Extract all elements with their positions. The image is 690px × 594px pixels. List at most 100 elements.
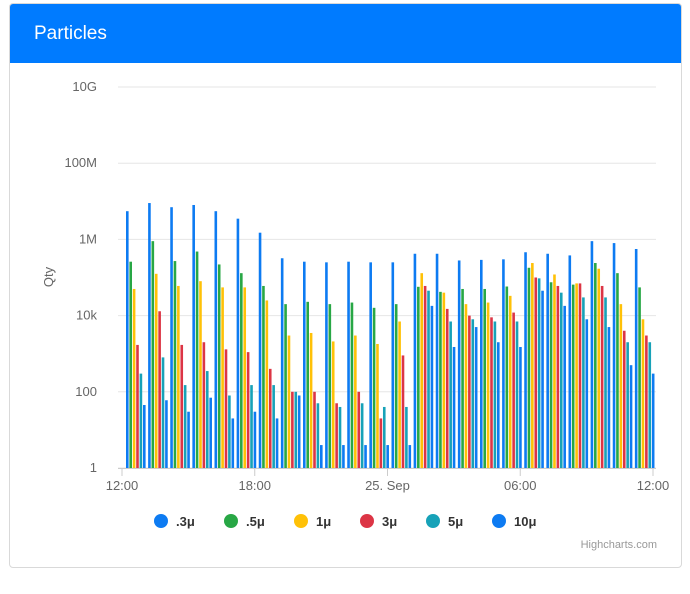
bar-3-0[interactable] [126, 211, 129, 468]
bar-5-20[interactable] [571, 284, 575, 468]
bar-5-4[interactable] [217, 264, 221, 468]
bar-3-19[interactable] [546, 253, 549, 468]
bar-5-14[interactable] [439, 291, 442, 468]
bar-1-21[interactable] [597, 268, 601, 468]
bar-10-10[interactable] [364, 445, 367, 468]
bar-3-1[interactable] [148, 203, 151, 468]
bar-5-13[interactable] [417, 286, 420, 468]
bar-1-12[interactable] [398, 321, 401, 468]
bar-1-14[interactable] [442, 292, 446, 468]
bar-5-17[interactable] [505, 286, 509, 468]
bar-10-18[interactable] [541, 290, 544, 468]
bar-5-10[interactable] [350, 302, 354, 468]
bar-5-21[interactable] [604, 297, 607, 468]
bar-1-8[interactable] [309, 332, 313, 468]
bar-10-7[interactable] [297, 395, 301, 468]
bar-3-15[interactable] [457, 260, 461, 468]
bar-5-18[interactable] [527, 267, 531, 468]
bar-10-0[interactable] [143, 405, 146, 468]
bar-5-18[interactable] [537, 278, 541, 468]
highcharts-credit[interactable]: Highcharts.com [580, 539, 657, 551]
bar-3-5[interactable] [246, 352, 250, 468]
bar-5-3[interactable] [205, 371, 209, 468]
bar-5-11[interactable] [372, 307, 376, 468]
bar-3-5[interactable] [236, 218, 240, 468]
bar-10-3[interactable] [209, 397, 212, 468]
bar-3-23[interactable] [645, 335, 648, 468]
bar-3-2[interactable] [170, 207, 173, 468]
bar-3-11[interactable] [379, 418, 383, 468]
legend-marker[interactable] [224, 514, 238, 528]
bar-3-1[interactable] [158, 311, 161, 468]
bar-3-7[interactable] [280, 258, 284, 468]
legend-marker[interactable] [360, 514, 374, 528]
bar-10-14[interactable] [452, 346, 456, 468]
bar-5-11[interactable] [382, 406, 386, 468]
bar-5-14[interactable] [449, 321, 452, 468]
bar-3-10[interactable] [357, 391, 361, 468]
bar-10-21[interactable] [607, 327, 611, 468]
bar-1-7[interactable] [287, 335, 291, 468]
bar-3-14[interactable] [445, 308, 449, 468]
bar-3-21[interactable] [600, 285, 604, 468]
bar-5-21[interactable] [594, 263, 597, 468]
bar-3-10[interactable] [347, 261, 350, 468]
bar-3-13[interactable] [413, 253, 417, 468]
bar-3-9[interactable] [325, 262, 328, 468]
bar-10-12[interactable] [408, 445, 412, 468]
bar-3-16[interactable] [480, 259, 483, 468]
bar-5-8[interactable] [306, 301, 309, 468]
bar-3-21[interactable] [590, 241, 594, 468]
bar-10-19[interactable] [563, 305, 566, 468]
bar-5-22[interactable] [626, 342, 629, 468]
bar-5-10[interactable] [360, 403, 364, 468]
bar-1-4[interactable] [221, 287, 224, 468]
bar-3-3[interactable] [192, 204, 195, 469]
bar-1-6[interactable] [265, 300, 269, 468]
bar-3-15[interactable] [468, 315, 471, 468]
bar-3-7[interactable] [291, 391, 294, 468]
bar-10-4[interactable] [231, 418, 235, 468]
legend-item-label[interactable]: 5μ [448, 514, 463, 529]
bar-1-15[interactable] [464, 304, 468, 468]
bar-3-6[interactable] [268, 368, 272, 468]
bar-3-18[interactable] [534, 277, 538, 469]
bar-10-22[interactable] [629, 365, 633, 468]
bar-1-20[interactable] [575, 283, 578, 468]
bar-5-23[interactable] [648, 342, 652, 468]
bar-5-2[interactable] [173, 261, 177, 468]
bar-3-17[interactable] [512, 312, 515, 468]
bar-3-8[interactable] [303, 261, 306, 468]
legend-marker[interactable] [426, 514, 440, 528]
bar-10-20[interactable] [585, 319, 589, 468]
bar-1-5[interactable] [243, 287, 247, 468]
bar-3-18[interactable] [524, 252, 527, 468]
bar-5-15[interactable] [461, 288, 464, 468]
bar-5-5[interactable] [250, 385, 253, 468]
bar-3-13[interactable] [423, 285, 427, 468]
bar-5-7[interactable] [284, 304, 287, 468]
bar-3-11[interactable] [369, 262, 372, 468]
bar-1-3[interactable] [199, 281, 202, 468]
bar-3-9[interactable] [335, 403, 338, 468]
bar-5-20[interactable] [582, 297, 585, 468]
bar-5-4[interactable] [228, 395, 231, 468]
bar-3-22[interactable] [622, 330, 626, 468]
bar-3-22[interactable] [612, 243, 616, 468]
bar-5-6[interactable] [262, 285, 265, 468]
bar-1-0[interactable] [132, 288, 136, 468]
bar-3-20[interactable] [568, 255, 572, 468]
bar-5-2[interactable] [183, 385, 187, 468]
bar-3-4[interactable] [214, 211, 218, 468]
bar-1-23[interactable] [641, 319, 645, 468]
bar-3-16[interactable] [490, 317, 493, 468]
bar-5-16[interactable] [483, 288, 486, 468]
legend-item-label[interactable]: 10μ [514, 514, 536, 529]
bar-3-19[interactable] [556, 285, 560, 468]
legend-item-label[interactable]: .3μ [176, 514, 195, 529]
bar-3-4[interactable] [224, 349, 228, 468]
bar-1-19[interactable] [553, 274, 556, 468]
bar-5-1[interactable] [151, 241, 155, 468]
bar-5-15[interactable] [471, 319, 475, 468]
bar-5-12[interactable] [405, 406, 408, 468]
